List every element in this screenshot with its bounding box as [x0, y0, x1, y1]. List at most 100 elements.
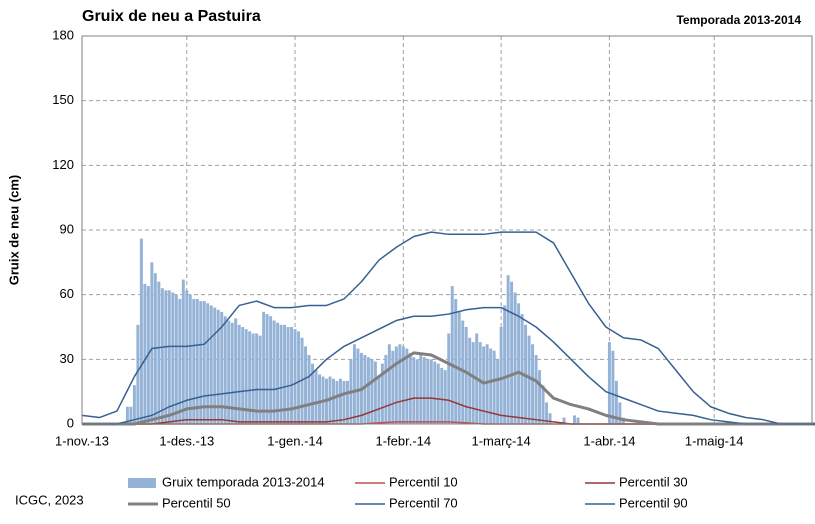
bar [171, 292, 175, 424]
legend-label: Percentil 70 [389, 495, 458, 510]
bar [209, 305, 213, 424]
bar [614, 380, 618, 424]
bar [492, 350, 496, 424]
bar [366, 357, 370, 424]
bar [506, 275, 510, 424]
bar [318, 374, 321, 424]
bar [573, 415, 576, 424]
bar [447, 333, 451, 424]
bar [527, 335, 531, 424]
bar [454, 298, 458, 424]
bar [258, 335, 262, 424]
bar [262, 311, 266, 424]
bar [538, 370, 542, 424]
legend-swatch [128, 478, 156, 488]
bar [143, 283, 147, 424]
bar [139, 238, 143, 424]
bar [405, 348, 409, 424]
y-tick-label: 30 [60, 351, 74, 366]
legend-label: Percentil 10 [389, 474, 458, 489]
bar [363, 355, 367, 424]
bar [220, 311, 224, 424]
bar [178, 298, 182, 424]
y-axis-label: Gruix de neu (cm) [6, 175, 21, 286]
y-tick-label: 180 [52, 27, 74, 42]
bar [167, 290, 171, 424]
bar [286, 327, 290, 424]
bar [129, 406, 133, 424]
bar [489, 348, 493, 424]
bar [244, 329, 248, 424]
bar [422, 357, 426, 424]
bar [415, 359, 419, 424]
bar [216, 309, 220, 424]
bar [611, 350, 615, 424]
bar [213, 307, 217, 424]
bar [426, 359, 430, 424]
bar [499, 327, 503, 424]
bar [520, 314, 524, 424]
y-tick-label: 90 [60, 221, 74, 236]
bar [377, 376, 381, 424]
legend-label: Percentil 90 [619, 495, 688, 510]
bar [265, 314, 269, 424]
bar [380, 363, 384, 424]
bar [272, 320, 276, 424]
bar [185, 290, 189, 424]
bar [237, 324, 241, 424]
x-tick-label: 1-abr.-14 [583, 433, 635, 448]
bar [576, 417, 580, 424]
bar [202, 301, 206, 424]
line [81, 231, 815, 425]
x-tick-label: 1-febr.-14 [376, 433, 432, 448]
legend-label: Percentil 50 [162, 495, 231, 510]
bar [331, 378, 335, 424]
y-tick-label: 0 [67, 415, 74, 430]
bar [471, 342, 475, 424]
bar [206, 303, 210, 424]
bar [429, 359, 433, 424]
bar [269, 316, 273, 424]
bar [503, 305, 507, 424]
bar [485, 344, 489, 424]
bar [345, 380, 349, 424]
bar [482, 346, 486, 424]
bar [478, 342, 482, 424]
bar [241, 327, 245, 424]
bar [440, 367, 444, 424]
bar [412, 357, 416, 424]
bar [248, 331, 252, 424]
bar [136, 324, 140, 424]
bar [496, 359, 500, 424]
bar [307, 355, 311, 424]
bar [338, 378, 342, 424]
bar [174, 294, 178, 424]
bar [297, 331, 301, 424]
x-tick-label: 1-des.-13 [159, 433, 214, 448]
bar [293, 329, 297, 424]
line [82, 306, 815, 425]
bar [373, 361, 377, 424]
bar [230, 322, 234, 424]
bar [517, 303, 521, 424]
y-tick-label: 150 [52, 92, 74, 107]
bar [160, 288, 164, 424]
bar [433, 361, 437, 424]
bar [300, 337, 304, 424]
bar [290, 327, 294, 424]
bar [398, 344, 402, 424]
bar [545, 402, 549, 424]
bar [384, 355, 388, 424]
source: ICGC, 2023 [15, 492, 84, 507]
bar [401, 346, 405, 424]
bar [164, 290, 168, 424]
bar [534, 355, 538, 424]
chart-subtitle: Temporada 2013-2014 [676, 13, 801, 27]
bar [419, 355, 423, 424]
y-tick-label: 60 [60, 286, 74, 301]
bar [436, 363, 440, 424]
bar [125, 406, 129, 424]
bar [387, 344, 391, 424]
bar [394, 346, 398, 424]
bar [391, 350, 395, 424]
